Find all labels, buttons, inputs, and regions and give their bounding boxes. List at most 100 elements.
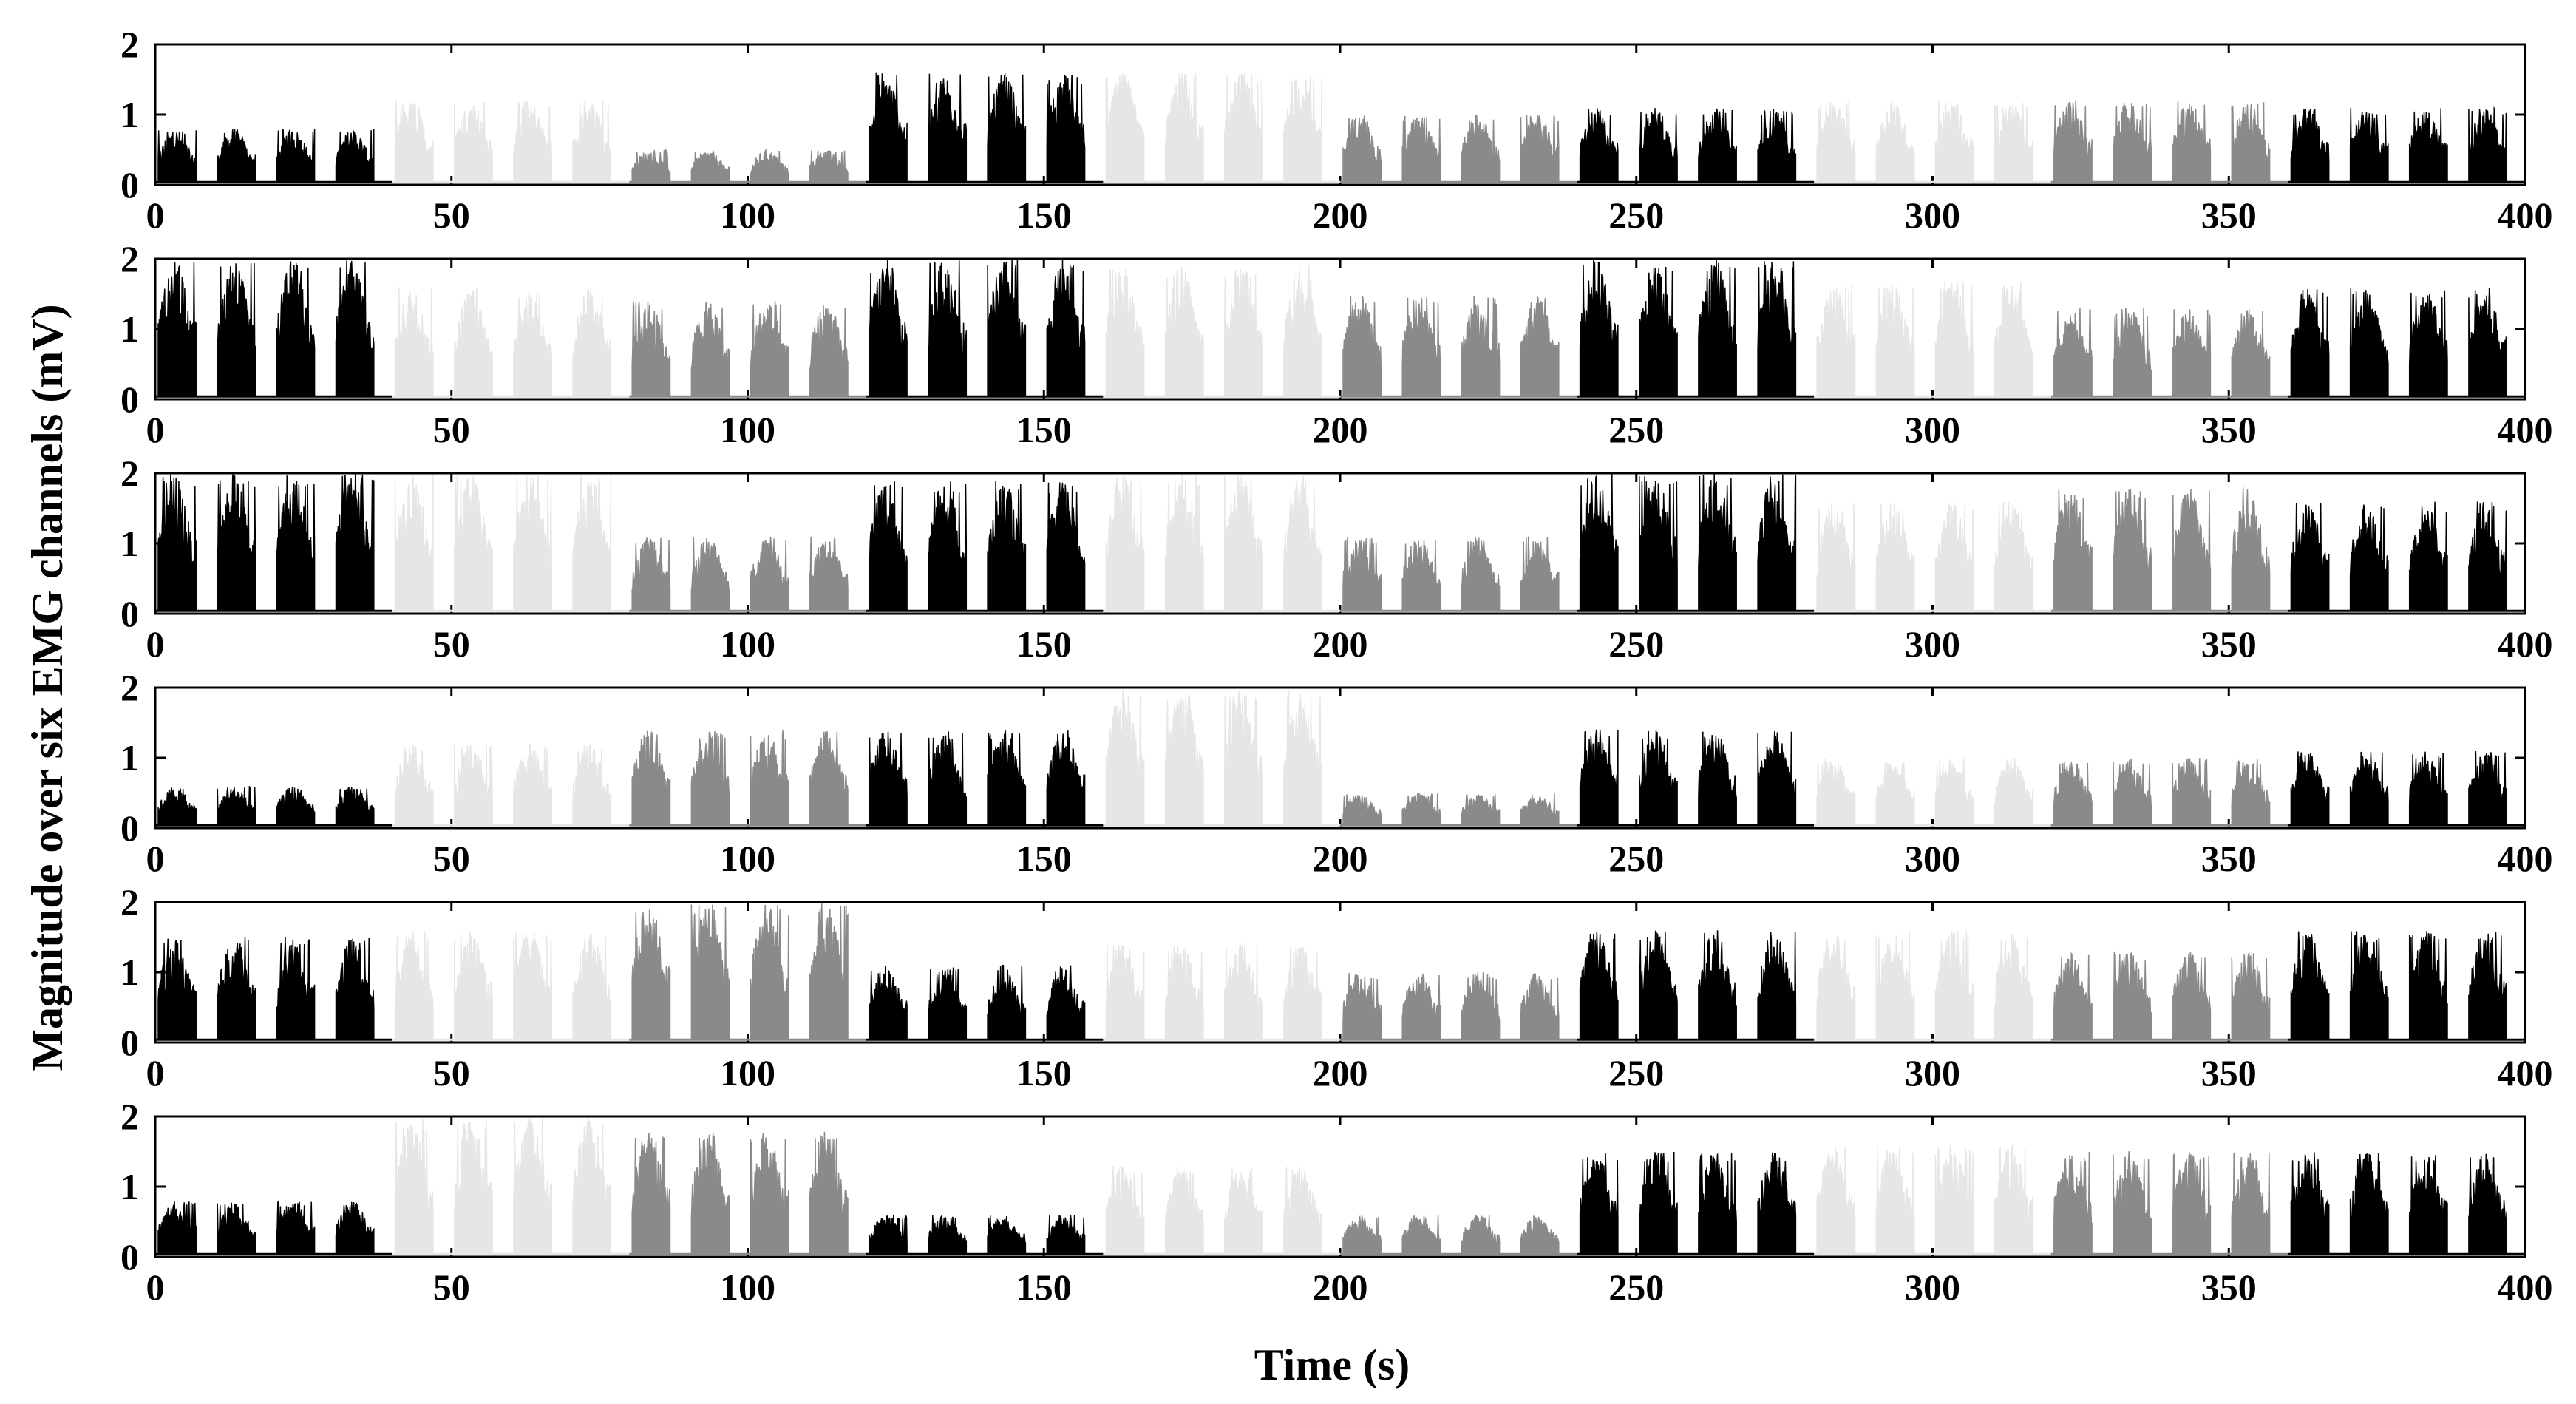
emg-burst <box>631 1133 671 1255</box>
emg-burst <box>1520 295 1560 397</box>
emg-burst <box>2290 288 2330 397</box>
emg-burst <box>1816 1146 1856 1255</box>
plot-frame <box>154 43 2526 186</box>
x-tick-label: 0 <box>146 838 165 879</box>
plot-frame-outline <box>154 686 2526 830</box>
emg-burst <box>1461 793 1501 826</box>
emg-burst <box>276 1200 316 1255</box>
x-tick-label: 350 <box>2201 1266 2257 1308</box>
emg-burst <box>2468 288 2507 397</box>
x-tick-label: 200 <box>1313 194 1368 236</box>
emg-burst <box>1223 1167 1263 1255</box>
emg-burst <box>1105 943 1145 1040</box>
x-tick-label: 200 <box>1313 409 1368 450</box>
emg-burst <box>2053 952 2093 1040</box>
emg-burst <box>335 473 375 611</box>
emg-burst <box>1639 730 1678 826</box>
channel-panel: 0 50 100 150 200 250 300 350 400 0 1 2 <box>120 1096 2553 1308</box>
emg-burst <box>987 481 1027 611</box>
plot-frame-outline <box>154 1115 2526 1258</box>
emg-burst <box>1164 694 1204 826</box>
plot-frame <box>154 686 2526 830</box>
channel-panel: 0 50 100 150 200 250 300 350 400 0 1 2 <box>120 881 2553 1093</box>
x-tick-label: 300 <box>1905 838 1960 879</box>
emg-burst <box>928 1215 968 1255</box>
emg-burst <box>2053 1151 2093 1255</box>
x-tick-label: 200 <box>1313 838 1368 879</box>
emg-burst <box>276 937 316 1040</box>
emg-burst <box>2113 951 2152 1040</box>
x-tick-label: 100 <box>720 623 775 665</box>
emg-burst <box>2172 952 2212 1040</box>
emg-burst <box>2290 931 2330 1040</box>
emg-burst <box>394 101 434 183</box>
x-tick-label: 200 <box>1313 623 1368 665</box>
emg-burst <box>2408 501 2448 611</box>
emg-burst <box>1223 943 1263 1040</box>
emg-burst <box>1639 108 1678 183</box>
emg-burst <box>928 967 968 1040</box>
emg-burst <box>217 473 256 611</box>
emg-burst <box>1698 930 1737 1040</box>
x-tick-label: 100 <box>720 1266 775 1308</box>
emg-burst <box>1046 730 1086 826</box>
emg-burst <box>1461 114 1501 183</box>
emg-burst <box>2349 288 2389 397</box>
emg-burst <box>276 129 316 183</box>
x-tick-label: 400 <box>2498 1052 2553 1093</box>
emg-burst <box>2349 1153 2389 1255</box>
emg-burst <box>335 787 375 826</box>
emg-burst <box>1875 283 1915 397</box>
x-tick-label: 50 <box>433 409 470 450</box>
emg-burst <box>1105 688 1145 826</box>
emg-burst <box>1934 758 1974 826</box>
x-tick-label: 250 <box>1608 409 1664 450</box>
emg-burst <box>809 150 849 183</box>
emg-burst <box>631 909 671 1040</box>
emg-burst <box>690 1132 730 1255</box>
emg-burst <box>809 1131 849 1255</box>
emg-burst <box>394 1119 434 1255</box>
emg-burst <box>2231 487 2271 611</box>
emg-burst <box>1046 964 1086 1040</box>
x-tick-label: 400 <box>2498 623 2553 665</box>
emg-burst <box>987 964 1027 1040</box>
plot-frame-outline <box>154 472 2526 615</box>
emg-burst <box>2113 1151 2152 1255</box>
emg-burst <box>1579 260 1619 397</box>
emg-burst <box>750 1132 789 1255</box>
emg-burst <box>1934 280 1974 397</box>
emg-burst <box>2231 102 2271 183</box>
emg-burst <box>1875 102 1915 183</box>
x-tick-label: 400 <box>2498 838 2553 879</box>
emg-burst <box>690 537 730 611</box>
emg-burst <box>217 1202 256 1255</box>
emg-burst <box>394 287 434 397</box>
x-tick-label: 350 <box>2201 1052 2257 1093</box>
emg-burst <box>335 937 375 1040</box>
emg-burst <box>2172 101 2212 183</box>
x-tick-label: 150 <box>1016 1052 1072 1093</box>
emg-burst <box>1401 792 1441 826</box>
emg-burst <box>1875 1145 1915 1255</box>
x-tick-label: 50 <box>433 623 470 665</box>
emg-burst <box>157 787 197 826</box>
emg-burst <box>809 536 849 611</box>
emg-burst <box>1579 108 1619 183</box>
emg-burst <box>2408 1155 2448 1255</box>
emg-burst <box>394 474 434 611</box>
emg-burst <box>1164 1167 1204 1255</box>
emg-burst <box>1520 971 1560 1040</box>
emg-burst <box>572 934 612 1040</box>
emg-burst <box>1994 501 2033 611</box>
emg-burst <box>2349 107 2389 183</box>
emg-burst <box>2349 751 2389 826</box>
emg-burst <box>1698 731 1737 826</box>
emg-burst <box>454 1120 493 1255</box>
emg-burst <box>1283 265 1322 397</box>
emg-burst <box>513 101 552 183</box>
emg-burst <box>2290 109 2330 183</box>
emg-burst <box>928 731 968 826</box>
emg-burst <box>2231 952 2271 1040</box>
emg-burst <box>1934 1144 1974 1255</box>
